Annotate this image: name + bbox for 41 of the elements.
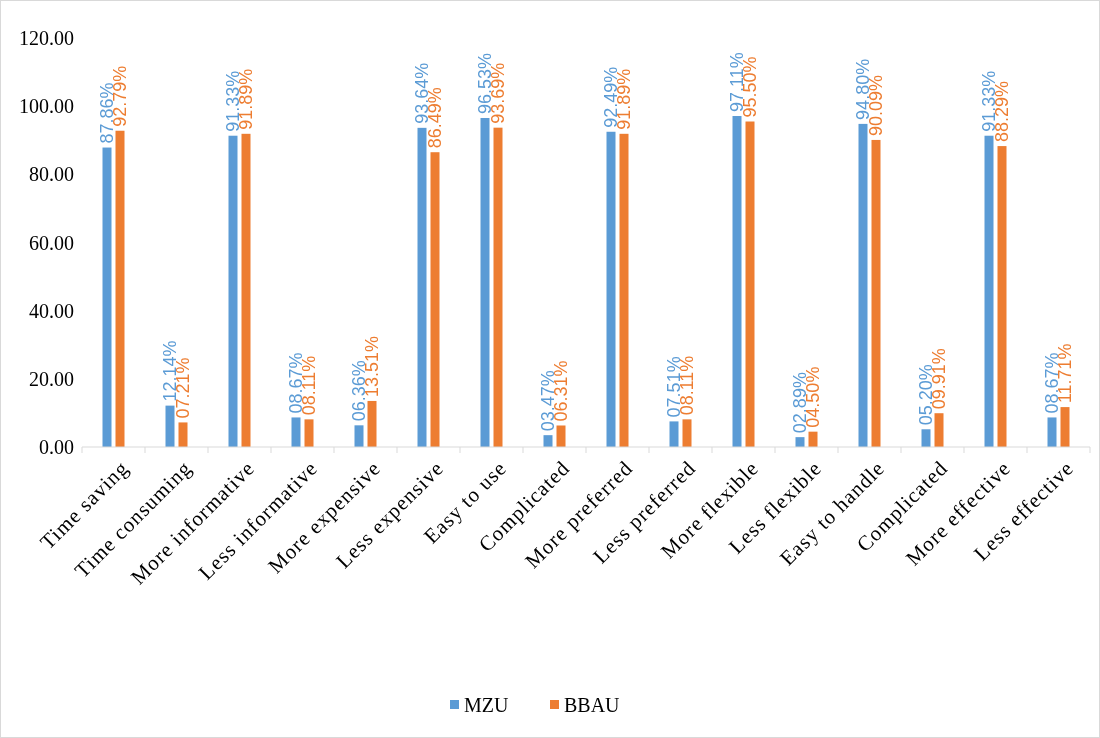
bar: [871, 139, 881, 447]
bar: [619, 133, 629, 447]
bar: [493, 127, 503, 447]
bar: [795, 437, 805, 447]
bar: [808, 431, 818, 447]
y-tick-label: 120.00: [19, 27, 74, 49]
bar: [304, 419, 314, 447]
bar: [669, 421, 679, 447]
bar: [858, 123, 868, 447]
bar: [984, 135, 994, 447]
bar: [241, 133, 251, 447]
bar: [606, 131, 616, 447]
bar: [997, 146, 1007, 447]
bar: [178, 422, 188, 447]
bar: [430, 152, 440, 447]
bar: [1047, 417, 1057, 447]
bar: [367, 400, 377, 447]
bar: [556, 425, 566, 447]
bar: [1060, 407, 1070, 447]
y-tick-label: 20.00: [29, 367, 74, 390]
bar: [480, 117, 490, 447]
bar: [228, 135, 238, 447]
bar: [732, 116, 742, 447]
bar: [682, 419, 692, 447]
legend-label: MZU: [464, 694, 509, 716]
bar: [934, 413, 944, 447]
y-tick-label: 100.00: [19, 95, 74, 118]
bar: [417, 127, 427, 447]
y-tick-label: 40.00: [29, 299, 74, 322]
y-tick-label: 80.00: [29, 163, 74, 186]
bar: [115, 130, 125, 447]
legend-label: BBAU: [564, 694, 621, 716]
bar: [165, 405, 175, 447]
bar: [745, 121, 755, 447]
bar: [543, 435, 553, 447]
bar: [921, 429, 931, 447]
bar: [291, 417, 301, 447]
bar: [102, 147, 112, 447]
bar: [354, 425, 364, 447]
y-tick-label: 60.00: [29, 231, 74, 254]
y-tick-label: 0.00: [39, 436, 74, 458]
